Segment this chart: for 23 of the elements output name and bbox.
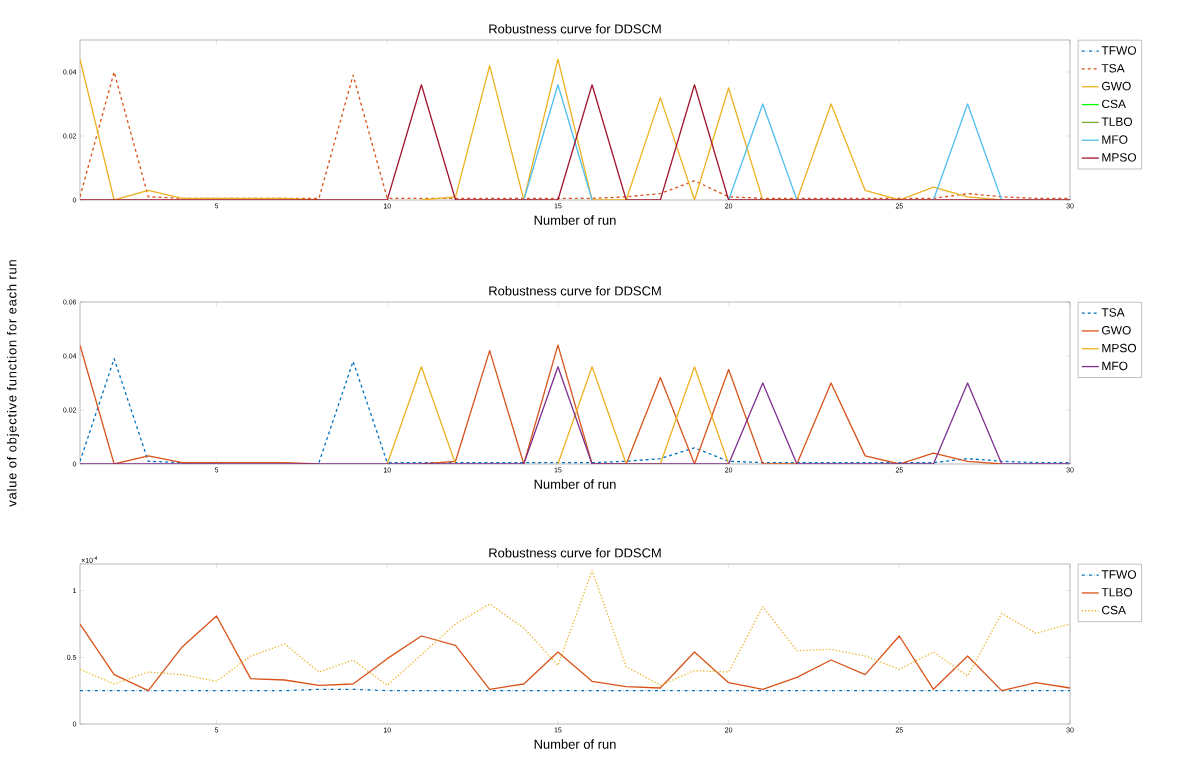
legend-label: TFWO: [1101, 46, 1137, 55]
line-series: [80, 615, 1071, 692]
legend-label: TSA: [1101, 64, 1125, 73]
legend-label: GWO: [1102, 81, 1131, 91]
legend-label: MPSO: [1102, 153, 1137, 162]
chart-title: Robustness curve for DDSCM: [489, 23, 661, 34]
x-axis-title: Number of run: [534, 215, 616, 225]
legend-label: MFO: [1102, 361, 1128, 371]
legend-label: TSA: [1101, 308, 1125, 317]
legend-label: GWO: [1102, 326, 1131, 335]
x-axis-title: Number of run: [534, 739, 616, 749]
legend-label: CSA: [1102, 605, 1126, 615]
x-axis-title: Number of run: [534, 479, 616, 489]
legend-label: TLBO: [1101, 117, 1133, 126]
legend-label: MFO: [1102, 135, 1128, 144]
legend-label: TLBO: [1101, 588, 1133, 597]
chart-title: Robustness curve for DDSCM: [489, 547, 661, 558]
legend-label: CSA: [1102, 99, 1126, 109]
line-series: [80, 570, 1071, 686]
y-axis-title: value of objective function for each run: [6, 260, 20, 507]
legend-label: TFWO: [1101, 570, 1137, 579]
chart-title: Robustness curve for DDSCM: [489, 285, 661, 296]
legend-label: MPSO: [1102, 343, 1137, 353]
